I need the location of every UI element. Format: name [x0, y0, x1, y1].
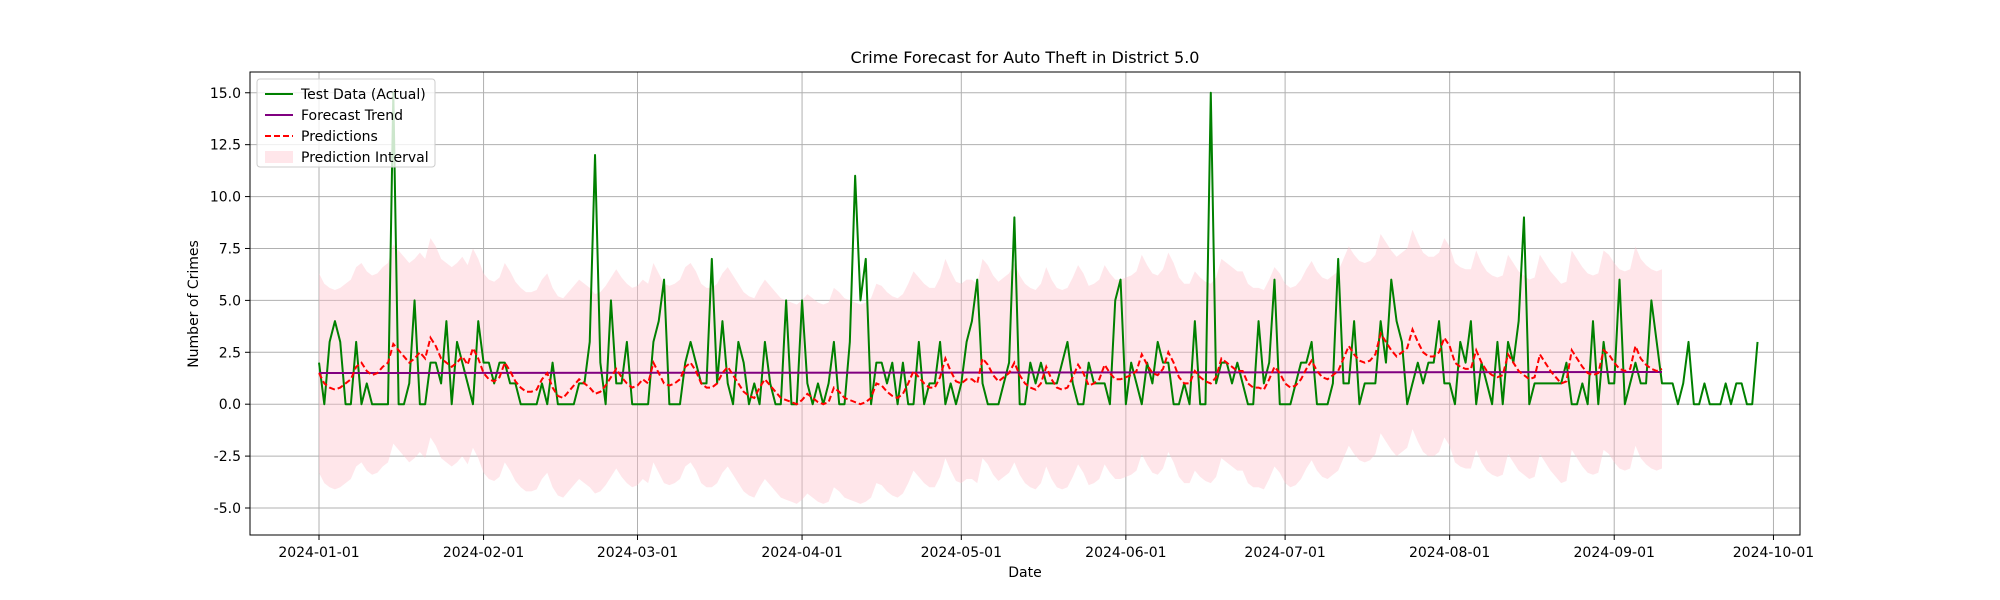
x-tick-label: 2024-10-01	[1733, 545, 1814, 561]
x-axis-label: Date	[1008, 565, 1041, 581]
y-tick-label: -5.0	[214, 501, 241, 517]
legend-box	[256, 78, 436, 168]
y-tick-label: 5.0	[219, 293, 241, 309]
x-tick-label: 2024-05-01	[921, 545, 1002, 561]
x-tick-label: 2024-01-01	[278, 545, 359, 561]
y-axis-label: Number of Crimes	[186, 240, 202, 368]
y-tick-label: 7.5	[219, 241, 241, 257]
x-tick-label: 2024-06-01	[1085, 545, 1166, 561]
x-tick-label: 2024-08-01	[1409, 545, 1490, 561]
x-tick-label: 2024-07-01	[1244, 545, 1325, 561]
legend-label: Forecast Trend	[301, 108, 403, 124]
x-tick-label: 2024-09-01	[1574, 545, 1655, 561]
y-tick-label: 2.5	[219, 345, 241, 361]
y-tick-label: 10.0	[210, 190, 241, 206]
legend-swatch	[265, 151, 293, 163]
series-line-trend	[319, 371, 1662, 375]
prediction-interval-band	[319, 229, 1662, 504]
x-tick-label: 2024-04-01	[761, 545, 842, 561]
chart-title: Crime Forecast for Auto Theft in Distric…	[851, 48, 1200, 67]
y-axis: -5.0 -2.5 0.0 2.5 5.0 7.5 10.0 12.5 15.0	[210, 86, 250, 517]
legend-label: Test Data (Actual)	[300, 87, 426, 103]
y-tick-label: 15.0	[210, 86, 241, 102]
legend-label: Predictions	[301, 129, 378, 145]
x-axis: 2024-01-01 2024-02-01 2024-03-01 2024-04-01…	[278, 535, 1814, 561]
y-tick-label: 12.5	[210, 138, 241, 154]
legend: Test Data (Actual) Forecast Trend Predicti…	[256, 78, 436, 168]
y-tick-label: 0.0	[219, 397, 241, 413]
legend-label: Prediction Interval	[301, 150, 429, 166]
y-tick-label: -2.5	[214, 449, 241, 465]
plot-frame	[249, 71, 1801, 536]
series-line-predictions	[318, 326, 1663, 406]
x-tick-label: 2024-03-01	[597, 545, 678, 561]
x-tick-label: 2024-02-01	[443, 545, 524, 561]
plot-area	[318, 91, 1759, 504]
grid	[250, 72, 1800, 535]
